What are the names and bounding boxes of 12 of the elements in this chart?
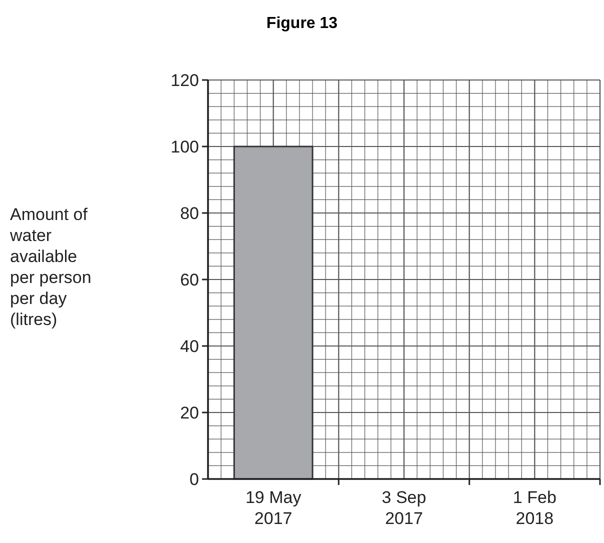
y-tick-label: 100	[170, 137, 199, 156]
x-tick-label: 19 May 2017	[245, 488, 302, 528]
y-tick-label: 0	[190, 470, 199, 489]
y-tick-label: 40	[180, 336, 199, 356]
y-tick-label: 120	[170, 70, 199, 90]
y-tick-label: 20	[180, 403, 199, 422]
x-tick-label: 1 Feb 2018	[512, 488, 556, 528]
y-tick-label: 60	[180, 270, 199, 290]
chart-title: Figure 13	[266, 15, 338, 32]
y-axis-title: Amount of water available per person per day (litres)	[9, 205, 92, 329]
y-tick-label: 80	[180, 204, 199, 223]
x-tick-label: 3 Sep 2017	[382, 488, 426, 528]
